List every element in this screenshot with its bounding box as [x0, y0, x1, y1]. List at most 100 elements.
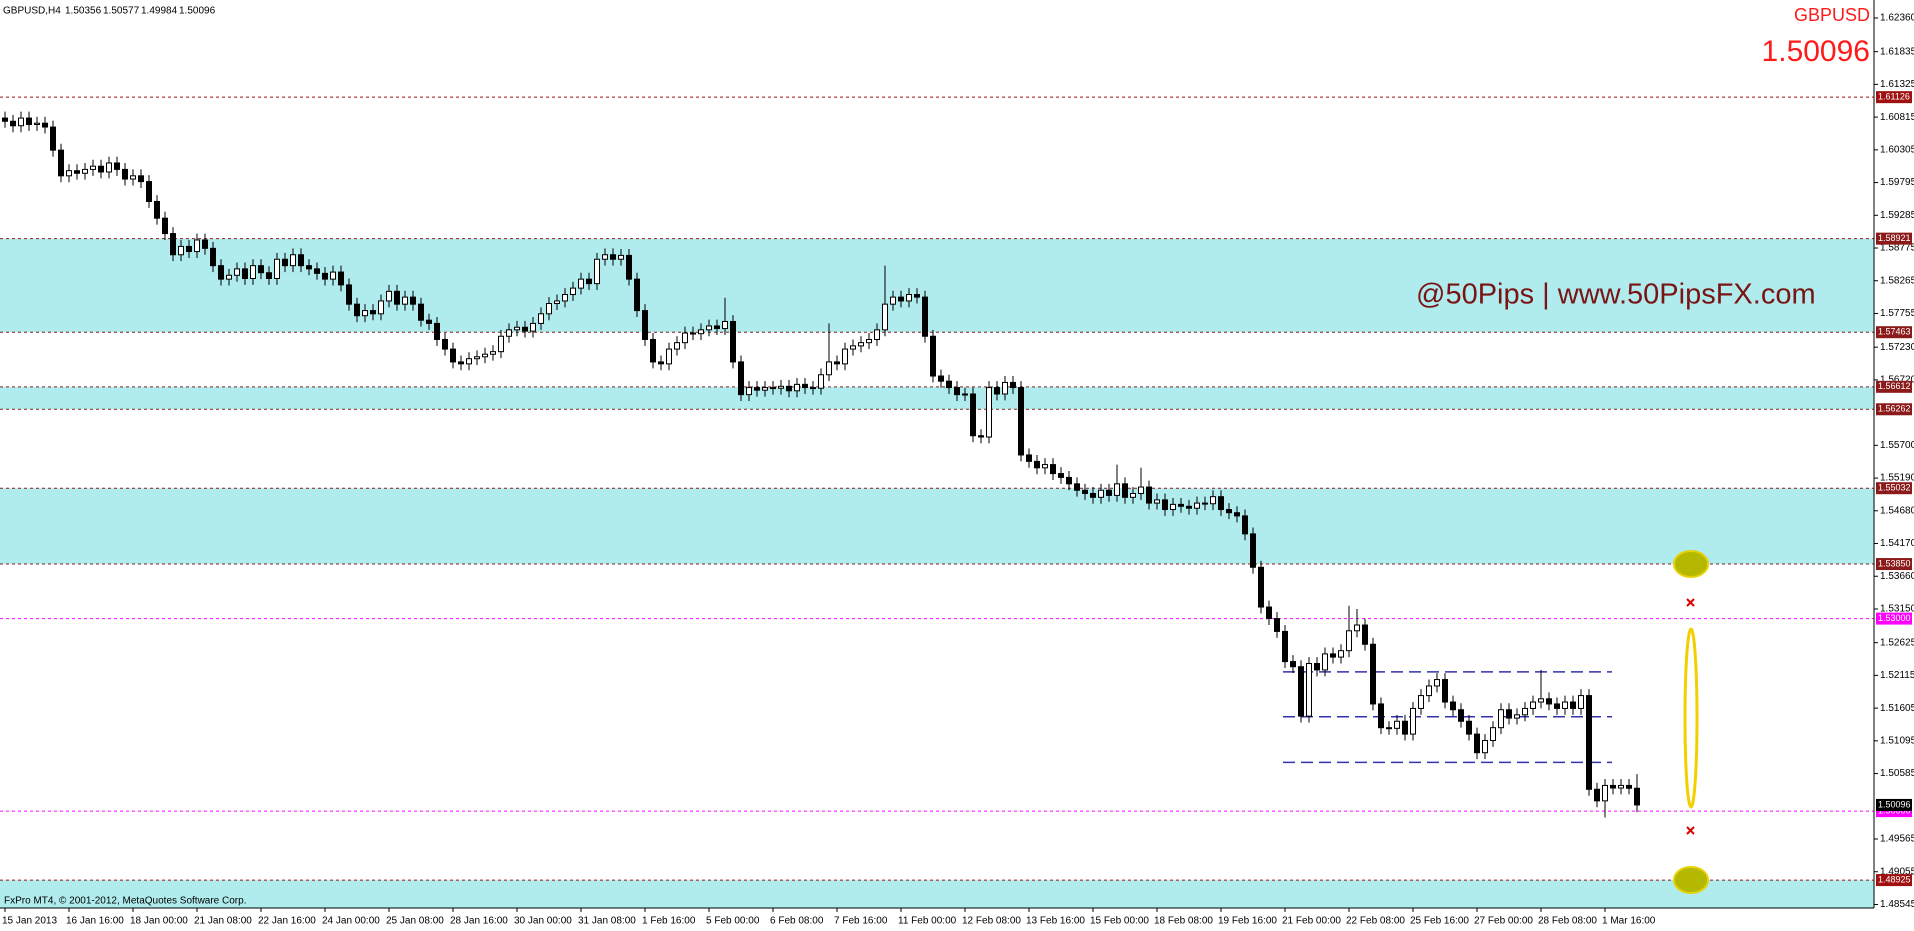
candle-body	[162, 217, 168, 235]
candle-body	[1074, 483, 1080, 491]
ohlc-low: 1.49984	[141, 6, 178, 17]
candle-body	[18, 117, 24, 127]
candle-body	[754, 387, 760, 391]
candle-body	[498, 335, 504, 353]
candle-body	[970, 393, 976, 437]
target-circle	[1673, 550, 1709, 578]
price-label: 1.50096	[1878, 799, 1911, 809]
candle-body	[1018, 387, 1024, 456]
candle-body	[1474, 733, 1480, 754]
y-tick-label: 1.53150	[1880, 604, 1914, 615]
candle-body	[1042, 464, 1048, 469]
candle-body	[130, 175, 136, 180]
candle-body	[506, 329, 512, 337]
candle-body	[514, 326, 520, 331]
candle-body	[290, 254, 296, 267]
candle-body	[586, 278, 592, 285]
candle-body	[1306, 663, 1312, 717]
candle-body	[1410, 707, 1416, 735]
candle-body	[666, 348, 672, 365]
candle-body	[634, 278, 640, 312]
candle-body	[1626, 784, 1632, 789]
y-tick-label: 1.51605	[1880, 703, 1914, 714]
candle-body	[1090, 492, 1096, 498]
candle-body	[834, 361, 840, 365]
candle-body	[1250, 533, 1256, 568]
y-tick-label: 1.58775	[1880, 243, 1914, 254]
cross-mark	[1686, 826, 1695, 835]
candle-body	[306, 265, 312, 270]
level-label: 1.48925	[1878, 874, 1911, 884]
x-tick-label: 31 Jan 08:00	[578, 916, 636, 927]
candle-body	[642, 310, 648, 340]
x-tick-label: 6 Feb 08:00	[770, 916, 824, 927]
candle-body	[242, 268, 248, 279]
ohlc-high: 1.50577	[103, 6, 140, 17]
candle-body	[1602, 784, 1608, 802]
y-tick-label: 1.62360	[1880, 13, 1914, 24]
candle-body	[730, 320, 736, 363]
candle-body	[1010, 381, 1016, 389]
candle-body	[1378, 703, 1384, 729]
y-tick-label: 1.52115	[1880, 670, 1914, 681]
candle-body	[138, 175, 144, 183]
cross-mark	[1686, 598, 1695, 607]
y-tick-label: 1.49055	[1880, 866, 1914, 877]
candle-body	[1586, 695, 1592, 790]
candle-body	[602, 254, 608, 260]
candle-body	[394, 290, 400, 305]
candle-body	[1226, 509, 1232, 514]
level-label-box	[1876, 482, 1912, 495]
y-tick-label: 1.61325	[1880, 79, 1914, 90]
candle-body	[1394, 720, 1400, 729]
candle-body	[314, 268, 320, 274]
candle-body	[82, 168, 88, 174]
y-tick-label: 1.52625	[1880, 637, 1914, 648]
candle-body	[1562, 701, 1568, 709]
candle-body	[1330, 653, 1336, 658]
x-tick-label: 22 Jan 16:00	[258, 916, 316, 927]
candle-body	[226, 274, 232, 280]
candle-body	[1458, 709, 1464, 722]
candle-body	[274, 258, 280, 279]
candle-body	[538, 313, 544, 324]
candle-body	[346, 284, 352, 305]
x-tick-label: 28 Jan 16:00	[450, 916, 508, 927]
annotations	[1673, 550, 1709, 894]
candle-body	[522, 326, 528, 332]
level-label-box	[1876, 91, 1912, 104]
candle-body	[1282, 630, 1288, 663]
candle-body	[218, 265, 224, 280]
candle-body	[1186, 505, 1192, 509]
candle-body	[914, 294, 920, 298]
y-tick-label: 1.59285	[1880, 210, 1914, 221]
candle-body	[722, 320, 728, 330]
candle-body	[1362, 624, 1368, 645]
target-circle	[1673, 866, 1709, 894]
candle-body	[906, 294, 912, 302]
level-label-box	[1876, 558, 1912, 571]
candle-body	[426, 319, 432, 324]
candle-body	[98, 165, 104, 173]
candle-body	[106, 162, 112, 173]
header: GBPUSD,H4 1.50356 1.50577 1.49984 1.5009…	[3, 5, 1870, 907]
candle-body	[26, 117, 32, 125]
candle-body	[1066, 476, 1072, 485]
candle-body	[1218, 496, 1224, 511]
candle-body	[1138, 486, 1144, 494]
candle-body	[1298, 666, 1304, 717]
candle-body	[34, 122, 40, 125]
candle-body	[850, 345, 856, 350]
candle-body	[434, 322, 440, 340]
candle-body	[778, 385, 784, 389]
y-tick-label: 1.54170	[1880, 538, 1914, 549]
candle-body	[66, 170, 72, 177]
candle-body	[738, 361, 744, 396]
candle-body	[938, 375, 944, 382]
candle-body	[818, 374, 824, 389]
watermark: @50Pips | www.50PipsFX.com	[1416, 279, 1816, 311]
x-tick-label: 12 Feb 08:00	[962, 916, 1021, 927]
y-tick-label: 1.51095	[1880, 735, 1914, 746]
